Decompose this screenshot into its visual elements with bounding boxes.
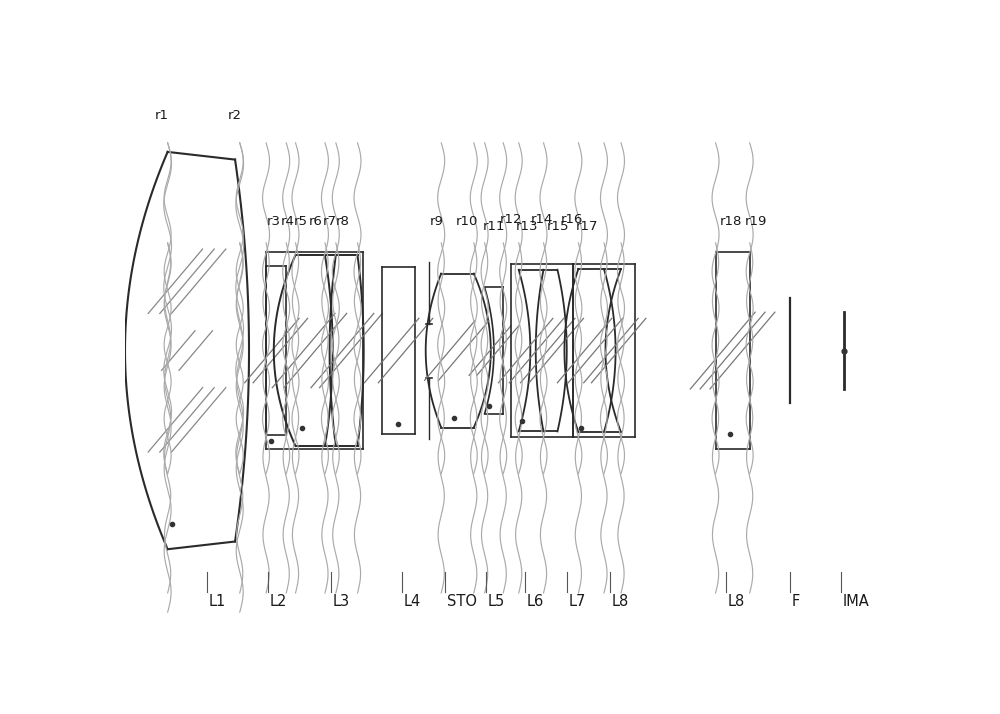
Text: L8: L8 bbox=[728, 594, 745, 609]
Text: r16: r16 bbox=[561, 213, 583, 226]
Text: r5: r5 bbox=[294, 215, 308, 228]
Text: r6: r6 bbox=[309, 215, 323, 228]
Text: IMA: IMA bbox=[843, 594, 869, 609]
Text: L4: L4 bbox=[404, 594, 421, 609]
Text: r12: r12 bbox=[499, 213, 522, 226]
Text: r8: r8 bbox=[336, 215, 350, 228]
Text: L5: L5 bbox=[488, 594, 505, 609]
Text: L2: L2 bbox=[270, 594, 287, 609]
Text: r17: r17 bbox=[575, 220, 598, 233]
Text: r11: r11 bbox=[482, 220, 505, 233]
Text: L6: L6 bbox=[526, 594, 544, 609]
Text: r19: r19 bbox=[745, 215, 767, 228]
Text: r18: r18 bbox=[720, 215, 743, 228]
Text: r14: r14 bbox=[530, 213, 553, 226]
Text: r3: r3 bbox=[267, 215, 281, 228]
Text: r1: r1 bbox=[154, 109, 168, 122]
Text: L1: L1 bbox=[209, 594, 226, 609]
Text: L8: L8 bbox=[612, 594, 629, 609]
Text: L3: L3 bbox=[333, 594, 350, 609]
Text: r2: r2 bbox=[228, 109, 242, 122]
Text: F: F bbox=[792, 594, 800, 609]
Text: r9: r9 bbox=[430, 215, 443, 228]
Text: STO: STO bbox=[447, 594, 477, 609]
Text: r4: r4 bbox=[281, 215, 295, 228]
Text: r15: r15 bbox=[547, 220, 569, 233]
Text: r10: r10 bbox=[456, 215, 478, 228]
Text: L7: L7 bbox=[568, 594, 586, 609]
Text: r7: r7 bbox=[323, 215, 337, 228]
Text: r13: r13 bbox=[516, 220, 538, 233]
